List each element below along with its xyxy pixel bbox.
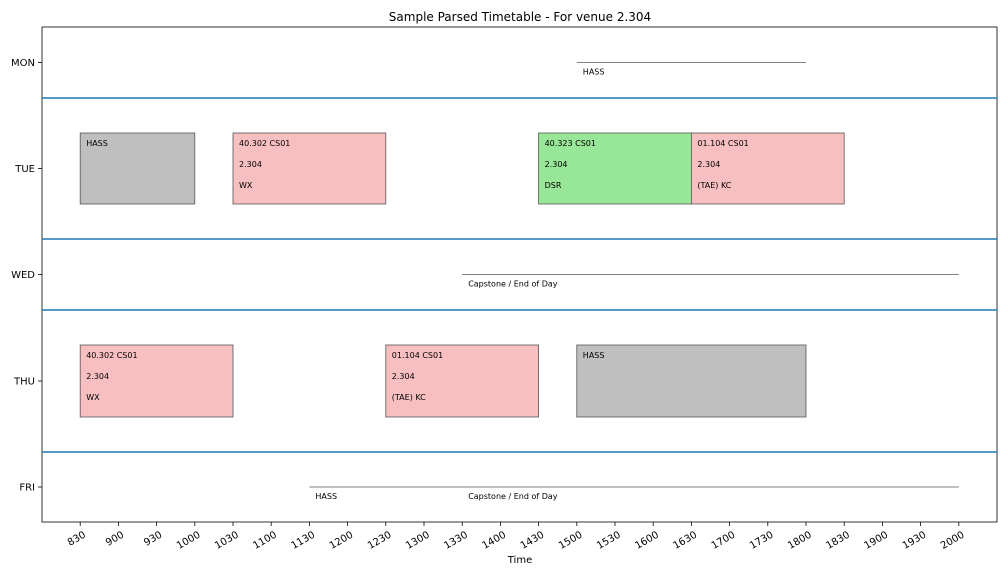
x-tick-label: 1430 bbox=[519, 530, 547, 552]
x-tick-label: 900 bbox=[104, 530, 126, 549]
event-label: 2.304 bbox=[239, 160, 262, 169]
x-tick-label: 1200 bbox=[328, 530, 356, 552]
event-label: HASS bbox=[583, 351, 605, 360]
event-label: 2.304 bbox=[86, 372, 109, 381]
x-tick-label: 1100 bbox=[251, 530, 279, 552]
x-tick-label: 2000 bbox=[939, 530, 967, 552]
x-tick-label: 1130 bbox=[290, 530, 318, 552]
x-tick-label: 1800 bbox=[786, 530, 814, 552]
event-label: (TAE) KC bbox=[697, 181, 731, 190]
event-box bbox=[385, 344, 539, 418]
event-label: 2.304 bbox=[545, 160, 568, 169]
x-tick-label: 1530 bbox=[595, 530, 623, 552]
event-label: Capstone / End of Day bbox=[468, 492, 558, 501]
event-label: HASS bbox=[583, 68, 605, 77]
x-tick-label: 930 bbox=[142, 530, 164, 549]
x-tick-label: 1600 bbox=[633, 530, 661, 552]
event-label: HASS bbox=[86, 139, 108, 148]
x-tick-label: 830 bbox=[66, 530, 88, 549]
y-tick-label: TUE bbox=[14, 164, 35, 175]
event-label: 2.304 bbox=[392, 372, 415, 381]
x-tick-label: 1030 bbox=[213, 530, 241, 552]
event-label: HASS bbox=[315, 492, 337, 501]
event-box bbox=[79, 132, 196, 205]
x-tick-label: 1400 bbox=[481, 530, 509, 552]
event-box bbox=[538, 132, 692, 205]
plot-area: MON TUE WED THU FRI 830 900 930 1000 1030 1100 1130… bbox=[11, 26, 998, 552]
event-label: 40.302 CS01 bbox=[86, 351, 137, 360]
x-tick-label: 1300 bbox=[404, 530, 432, 552]
event-label: 40.302 CS01 bbox=[239, 139, 290, 148]
x-tick-label: 1700 bbox=[710, 530, 738, 552]
x-tick-label: 1900 bbox=[863, 530, 891, 552]
x-tick-label: 1730 bbox=[748, 530, 776, 552]
event-label: WX bbox=[239, 181, 253, 190]
y-tick-label: WED bbox=[11, 270, 35, 281]
x-tick-label: 1630 bbox=[672, 530, 700, 552]
event-label: DSR bbox=[545, 181, 562, 190]
x-tick-label: 1830 bbox=[824, 530, 852, 552]
event-box bbox=[576, 344, 807, 418]
x-tick-label: 1930 bbox=[901, 530, 929, 552]
event-label: 40.323 CS01 bbox=[545, 139, 596, 148]
y-tick-label: THU bbox=[13, 377, 35, 388]
event-label: WX bbox=[86, 393, 100, 402]
event-label: 01.104 CS01 bbox=[392, 351, 443, 360]
x-tick-label: 1500 bbox=[557, 530, 585, 552]
y-tick-label: MON bbox=[11, 58, 35, 69]
chart-title: Sample Parsed Timetable - For venue 2.30… bbox=[389, 10, 651, 24]
x-axis-label: Time bbox=[507, 555, 532, 566]
event-label: (TAE) KC bbox=[392, 393, 426, 402]
x-tick-label: 1230 bbox=[366, 530, 394, 552]
event-label: 2.304 bbox=[697, 160, 720, 169]
event-label: 01.104 CS01 bbox=[697, 139, 748, 148]
event-box bbox=[691, 132, 845, 205]
event-label: Capstone / End of Day bbox=[468, 280, 558, 289]
event-box bbox=[79, 344, 234, 418]
x-tick-label: 1000 bbox=[175, 530, 203, 552]
event-box bbox=[232, 132, 387, 205]
y-tick-label: FRI bbox=[19, 483, 35, 494]
x-tick-label: 1330 bbox=[442, 530, 470, 552]
